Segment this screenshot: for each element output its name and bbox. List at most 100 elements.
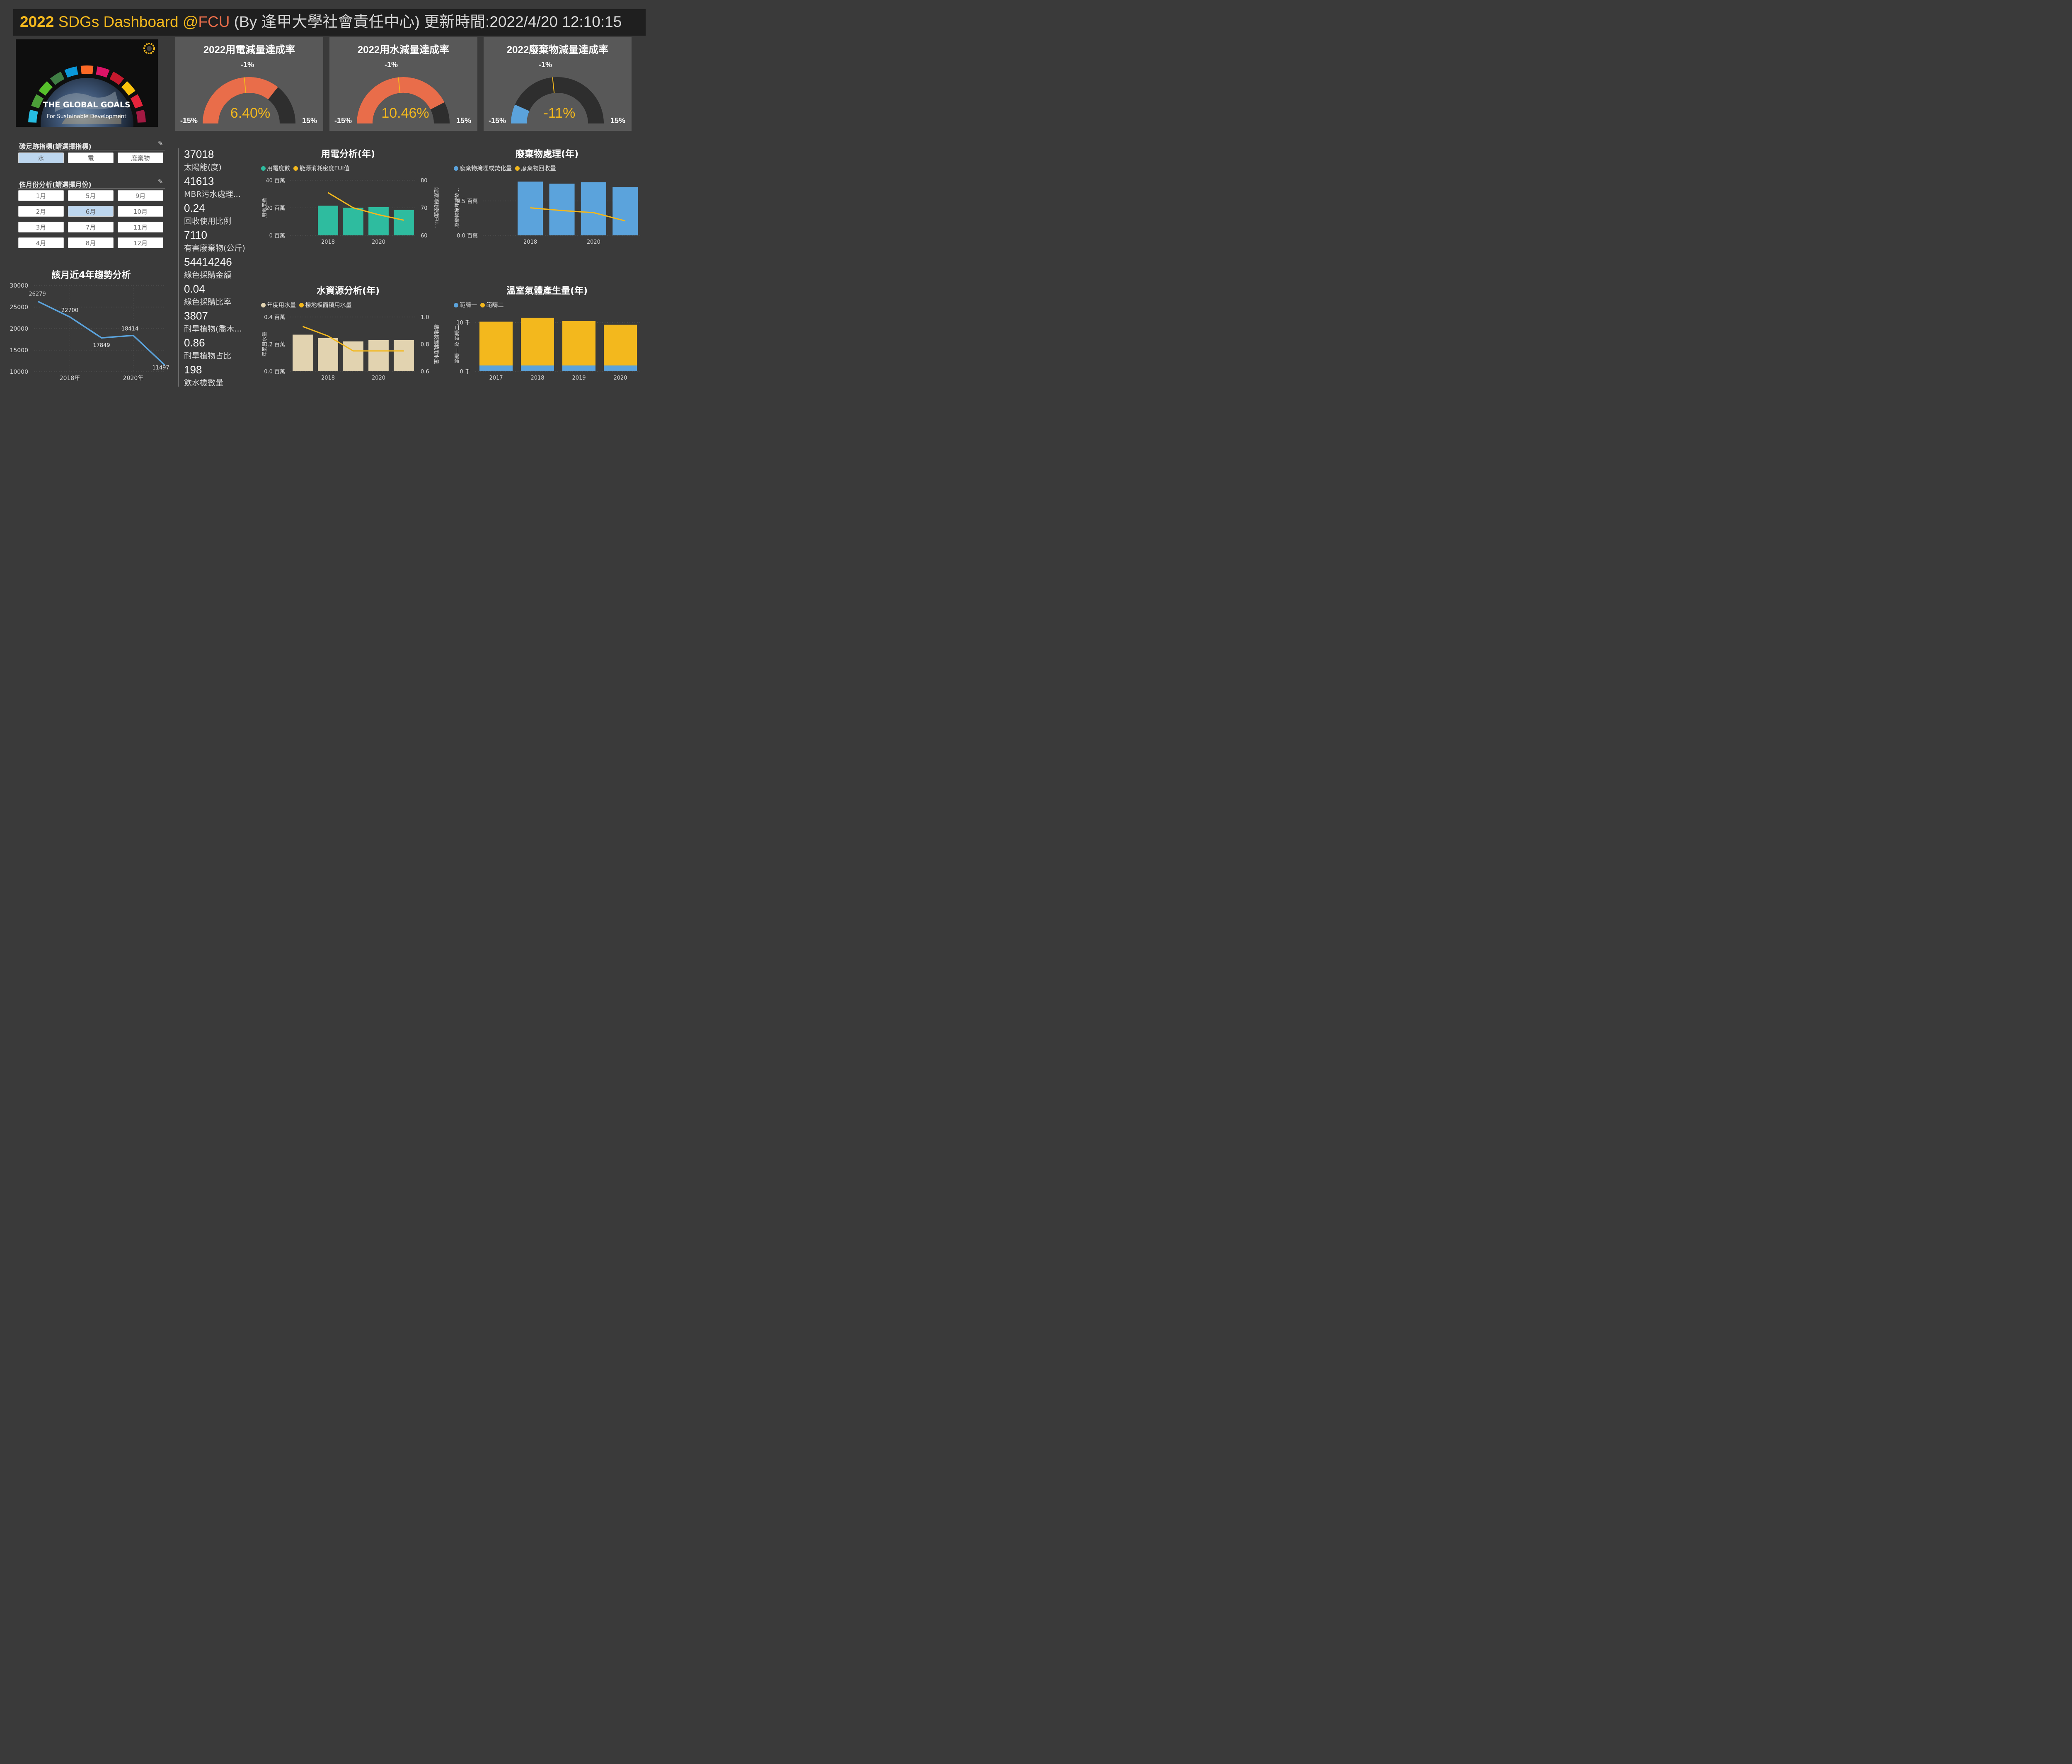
y-tick-label: 0 百萬: [269, 233, 285, 239]
legend-dot: [454, 303, 458, 307]
gauge-max-label: 15%: [610, 116, 626, 125]
bar-scope2: [479, 322, 513, 365]
bar: [368, 340, 389, 371]
month-slicer: 1月 5月 9月 2月 6月 10月 3月 7月 11月 4月 8月 12月: [18, 190, 165, 252]
electricity-legend: 用電度數 能源消耗密度EUI值: [261, 164, 350, 172]
kpi-label: 回收使用比例: [184, 217, 232, 226]
gauge-target-marker: [244, 77, 247, 93]
x-tick-label: 2018年: [60, 375, 80, 382]
y-tick-label: 15000: [10, 347, 28, 354]
bar: [318, 206, 338, 235]
legend-dot: [515, 166, 520, 171]
month-option[interactable]: 8月: [68, 237, 114, 248]
y-tick-label: 0.2 百萬: [264, 342, 285, 348]
banner-line1: THE GLOBAL GOALS: [43, 100, 130, 109]
title-sdgs: SDGs Dashboard: [54, 13, 183, 30]
y-tick-label: 25000: [10, 304, 28, 311]
legend-label: 範疇一: [460, 302, 477, 309]
month-option[interactable]: 5月: [68, 190, 114, 201]
x-tick-label: 2020: [587, 239, 600, 245]
bar-scope1: [604, 365, 637, 371]
month-option[interactable]: 12月: [118, 237, 163, 248]
legend-label: 廢棄物掩埋或焚化量: [460, 165, 512, 172]
gauge-max-label: 15%: [302, 116, 317, 125]
bar-scope2: [521, 317, 554, 365]
month-option[interactable]: 2月: [18, 206, 64, 217]
x-tick-label: 2020: [613, 375, 627, 381]
dashboard-title: 2022 SDGs Dashboard @FCU (By 逢甲大學社會責任中心)…: [20, 12, 622, 32]
month-option[interactable]: 4月: [18, 237, 64, 248]
data-label: 17849: [93, 342, 110, 348]
eraser-icon[interactable]: ✎: [158, 178, 163, 185]
indicator-option[interactable]: 水: [18, 152, 64, 163]
legend-dot: [261, 303, 266, 307]
waste-chart-title: 廢棄物處理(年): [515, 149, 579, 160]
data-label: 26279: [29, 291, 46, 298]
waste-legend: 廢棄物掩埋或焚化量 廢棄物回收量: [454, 164, 556, 172]
y-tick-label: 0 千: [460, 369, 470, 375]
goal-arc-segment: [50, 71, 65, 85]
y-tick-label: 0.0 百萬: [457, 233, 478, 239]
y2-tick-label: 80: [421, 178, 428, 184]
indicator-option[interactable]: 廢棄物: [118, 152, 163, 163]
gauge-value: 6.40%: [230, 105, 271, 121]
goal-arc-segment: [28, 109, 38, 123]
month-option[interactable]: 11月: [118, 222, 163, 232]
indicator-slicer: 水電廢棄物: [18, 152, 165, 164]
global-goals-banner: THE GLOBAL GOALS For Sustainable Develop…: [16, 39, 158, 127]
month-option[interactable]: 10月: [118, 206, 163, 217]
gauge-panel-water: 2022用水減量達成率 -1% -15% 15% 10.46%: [329, 37, 477, 131]
gauge-target-marker: [398, 77, 401, 93]
kpi-label: 耐旱植物占比: [184, 351, 232, 361]
trend-chart-title: 該月近4年趨勢分析: [51, 270, 131, 281]
kpi-value: 54414246: [184, 256, 232, 268]
gauge-title: 2022用水減量達成率: [357, 44, 450, 56]
kpi-label: 綠色採購比率: [184, 298, 232, 307]
y-tick-label: 30000: [10, 283, 28, 289]
month-option[interactable]: 7月: [68, 222, 114, 232]
indicator-slicer-title: 碳足跡指標(請選擇指標): [19, 143, 92, 150]
legend-dot: [261, 166, 266, 171]
legend-label: 樓地板面積用水量: [305, 302, 352, 309]
goal-arc-segment: [64, 66, 78, 78]
trend-line: [38, 301, 166, 366]
legend-dot: [293, 166, 298, 171]
line-series: [530, 207, 626, 222]
gauge-waste: [511, 77, 604, 124]
line-series: [302, 326, 404, 352]
gauge-panel-waste: 2022廢棄物減量達成率 -1% -15% 15% -11%: [484, 37, 632, 131]
kpi-value: 3807: [184, 310, 208, 322]
month-option[interactable]: 3月: [18, 222, 64, 232]
gauge-min-label: -15%: [334, 116, 352, 125]
legend-label: 用電度數: [267, 165, 290, 172]
month-option[interactable]: 6月: [68, 206, 114, 217]
legend-dot: [454, 166, 458, 171]
x-tick-label: 2017: [489, 375, 503, 381]
indicator-option[interactable]: 電: [68, 152, 114, 163]
y2-tick-label: 0.6: [421, 369, 429, 375]
month-option[interactable]: 1月: [18, 190, 64, 201]
y2-axis-label: 樓地板面積用水量: [433, 324, 439, 364]
trend-chart: 30000 25000 20000 15000 10000 2018年 2020年 26279…: [10, 283, 169, 382]
bar: [581, 182, 606, 235]
data-label: 22700: [61, 307, 78, 314]
eraser-icon[interactable]: ✎: [158, 140, 163, 147]
goal-arc-segment: [39, 81, 53, 96]
ghg-chart-title: 溫室氣體產生量(年): [506, 286, 588, 296]
goal-color-arcs: [28, 65, 146, 123]
x-tick-label: 2019: [572, 375, 586, 381]
bar: [343, 341, 363, 371]
y-tick-label: 10 千: [456, 320, 470, 326]
gauge-track: [511, 77, 604, 124]
y-axis-label: 年度用水量: [261, 332, 267, 356]
month-option[interactable]: 9月: [118, 190, 163, 201]
legend-label: 能源消耗密度EUI值: [299, 165, 350, 172]
bar: [368, 207, 389, 235]
kpi-divider: [178, 148, 179, 387]
global-goals-image: THE GLOBAL GOALS For Sustainable Develop…: [28, 43, 155, 127]
water-chart: 0.4 百萬 0.2 百萬 0.0 百萬 1.0 0.8 0.6 年度用水量 樓地板面積用水量…: [261, 315, 439, 381]
goal-arc-segment: [31, 94, 44, 109]
gauge-title: 2022廢棄物減量達成率: [506, 44, 609, 56]
x-tick-label: 2018: [530, 375, 544, 381]
